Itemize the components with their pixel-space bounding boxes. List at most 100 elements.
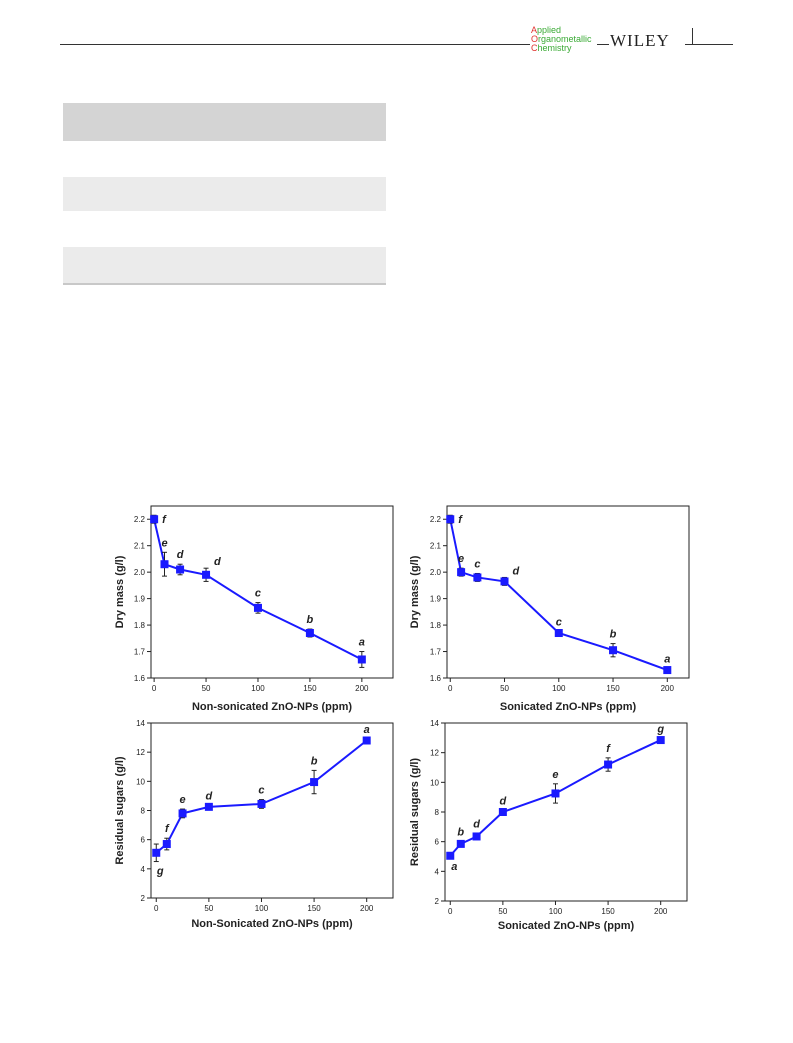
- series-line: [155, 739, 368, 854]
- y-tick-label: 1.6: [430, 674, 442, 683]
- y-tick-label: 4: [435, 867, 440, 876]
- data-point: [202, 570, 211, 579]
- table-row-band: [63, 247, 386, 285]
- y-tick-label: 2.0: [430, 568, 442, 577]
- data-point: [357, 655, 366, 664]
- x-tick-label: 150: [601, 907, 615, 916]
- y-tick-label: 14: [430, 719, 439, 728]
- data-point: [178, 809, 187, 818]
- y-tick-label: 2.1: [430, 542, 442, 551]
- y-tick-label: 6: [141, 836, 146, 845]
- y-axis-label: Dry mass (g/l): [114, 555, 126, 628]
- y-tick-label: 12: [136, 748, 145, 757]
- plot-frame: [446, 505, 690, 679]
- y-tick-label: 1.6: [134, 674, 146, 683]
- data-point: [150, 515, 159, 524]
- data-point: [162, 840, 171, 849]
- logo-cap-c: C: [531, 43, 538, 53]
- significance-letter: a: [364, 724, 370, 736]
- x-tick-label: 150: [307, 904, 321, 913]
- y-tick-label: 10: [430, 778, 439, 787]
- table-header-band: [63, 103, 386, 141]
- data-point: [257, 799, 266, 808]
- x-axis-label: Sonicated ZnO-NPs (ppm): [500, 701, 637, 713]
- significance-letter: a: [664, 654, 670, 666]
- table-row-band: [63, 177, 386, 211]
- logo-cap-a: A: [531, 25, 538, 35]
- data-point: [446, 515, 455, 524]
- x-tick-label: 50: [498, 907, 507, 916]
- y-tick-label: 1.8: [430, 621, 442, 630]
- plot-frame: [444, 722, 688, 902]
- y-tick-label: 10: [136, 777, 145, 786]
- x-tick-label: 50: [204, 904, 213, 913]
- significance-letter: e: [552, 769, 558, 781]
- significance-letter: f: [458, 514, 463, 526]
- significance-letter: b: [457, 827, 464, 839]
- y-tick-label: 1.9: [430, 595, 442, 604]
- x-tick-label: 100: [552, 684, 566, 693]
- x-tick-label: 50: [202, 684, 211, 693]
- header-rule-right: [685, 44, 733, 45]
- chart-residual-sugars-non-sonicated: 0 50 100 150 200 2 4 6 8 10 12 14 Non-Sonicated ZnO-…: [114, 719, 394, 930]
- data-point: [656, 736, 665, 745]
- y-tick-label: 2: [435, 897, 440, 906]
- x-tick-label: 200: [360, 904, 374, 913]
- significance-letter: d: [513, 565, 520, 577]
- y-axis-label: Residual sugars (g/l): [114, 756, 126, 865]
- significance-letter: c: [474, 558, 480, 570]
- data-point: [604, 760, 613, 769]
- x-tick-label: 0: [152, 684, 157, 693]
- y-tick-label: 1.8: [134, 621, 146, 630]
- y-tick-label: 8: [435, 808, 440, 817]
- y-tick-label: 1.9: [134, 595, 146, 604]
- data-point: [176, 565, 185, 574]
- significance-letter: e: [180, 794, 186, 806]
- significance-letter: b: [311, 755, 318, 767]
- series-line: [449, 519, 668, 672]
- x-tick-label: 50: [500, 684, 509, 693]
- data-point: [305, 629, 314, 638]
- data-point: [609, 646, 618, 655]
- significance-letter: e: [161, 537, 167, 549]
- x-tick-label: 150: [606, 684, 620, 693]
- data-point: [457, 568, 466, 577]
- y-tick-label: 6: [435, 838, 440, 847]
- significance-letter: f: [606, 743, 611, 755]
- significance-letter: g: [656, 724, 664, 736]
- y-tick-label: 4: [141, 865, 146, 874]
- x-axis-label: Sonicated ZnO-NPs (ppm): [498, 920, 635, 932]
- data-point: [554, 629, 563, 638]
- y-tick-label: 2.2: [430, 515, 442, 524]
- significance-letter: d: [206, 790, 213, 802]
- data-point: [500, 577, 509, 586]
- significance-letter: f: [165, 823, 170, 835]
- journal-logo: Applied Organometallic Chemistry: [531, 26, 592, 53]
- x-tick-label: 150: [303, 684, 317, 693]
- significance-letter: c: [258, 785, 264, 797]
- significance-letter: f: [162, 514, 167, 526]
- x-tick-label: 200: [654, 907, 668, 916]
- x-tick-label: 100: [251, 684, 265, 693]
- data-point: [663, 666, 672, 675]
- x-tick-label: 200: [355, 684, 369, 693]
- logo-text-chemistry: hemistry: [537, 43, 572, 53]
- significance-letter: g: [156, 866, 164, 878]
- significance-letter: a: [451, 861, 457, 873]
- data-point: [362, 736, 371, 745]
- x-tick-label: 100: [255, 904, 269, 913]
- data-point: [473, 573, 482, 582]
- data-point: [456, 839, 465, 848]
- x-tick-label: 0: [448, 684, 453, 693]
- y-tick-label: 8: [141, 807, 146, 816]
- plot-frame: [150, 505, 394, 679]
- y-axis-label: Dry mass (g/l): [409, 555, 421, 628]
- data-point: [551, 789, 560, 798]
- y-tick-label: 2.2: [134, 515, 146, 524]
- header-rule-left: [60, 44, 530, 45]
- x-tick-label: 0: [448, 907, 453, 916]
- x-axis-label: Non-Sonicated ZnO-NPs (ppm): [191, 918, 353, 930]
- data-point: [472, 832, 481, 841]
- significance-letter: c: [556, 617, 562, 629]
- significance-letter: e: [458, 553, 464, 565]
